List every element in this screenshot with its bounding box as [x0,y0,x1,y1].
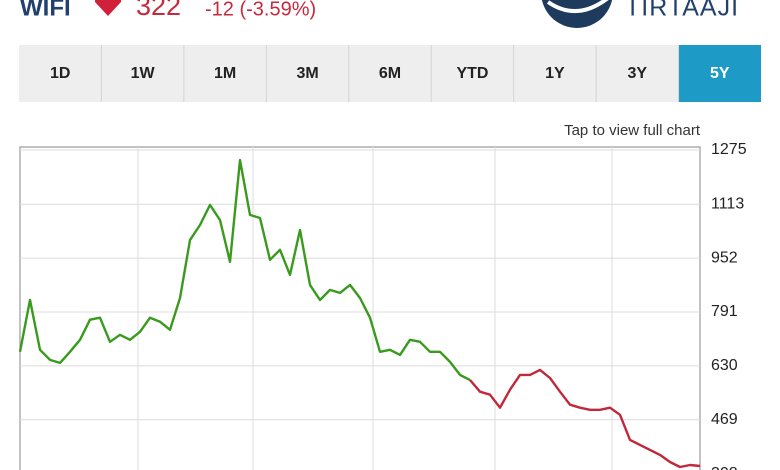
tab-label: YTD [456,65,488,82]
tab-label: 3Y [628,65,648,82]
tab[interactable]: 1D [19,45,102,102]
tab-background [596,45,679,102]
tab-background [348,45,432,102]
tab-background [101,45,184,102]
tab[interactable]: 6M [348,45,432,102]
tab-label: 6M [379,65,401,82]
tab-background [678,45,761,102]
tab-label: 3M [296,65,318,82]
tab-label: 1W [131,65,156,82]
tab[interactable]: 3Y [595,45,679,102]
change: -12 (-3.59%) [205,0,316,20]
price: 322 [136,0,181,21]
tab[interactable]: 1M [183,45,267,102]
symbol: WIFI [20,0,71,21]
y-tick-label: 952 [711,249,738,266]
tab[interactable]: YTD [430,45,514,102]
logo: TIRTAAJI [541,0,739,28]
hint[interactable]: Tap to view full chart [564,122,701,139]
price-line [469,368,701,469]
tab[interactable]: 3M [265,45,349,102]
y-tick-label: 791 [711,303,738,320]
tab-label: 1M [214,65,236,82]
tab-label: 1Y [545,65,565,82]
tab-label: 5Y [710,65,730,82]
plot[interactable]: 1275 1113 952 791 630 469 308 [18,141,747,470]
y-tick-label: 469 [711,411,738,428]
y-tick-label: 630 [711,357,738,374]
tab-background [19,45,102,102]
tab-background [431,45,514,102]
tab[interactable]: 1W [100,45,184,102]
tab-label: 1D [50,65,70,82]
vertical-grid [137,147,613,470]
y-tick-label: 1275 [711,141,747,158]
price-line [18,158,471,382]
tab-background [266,45,349,102]
tab[interactable]: 1Y [513,45,597,102]
y-tick-label: 1113 [711,195,744,212]
down-arrow [95,0,121,16]
tab-background [513,45,597,102]
logo-text: TIRTAAJI [625,0,739,22]
plot-frame [19,146,701,470]
y-tick-label: 308 [711,465,738,470]
tab-background [183,45,267,102]
logo-swoosh [546,0,609,14]
tabs: 1D 1W 1M 3M 6M YTD 1Y 3Y 5Y [19,45,761,102]
tab[interactable]: 5Y [678,45,761,102]
